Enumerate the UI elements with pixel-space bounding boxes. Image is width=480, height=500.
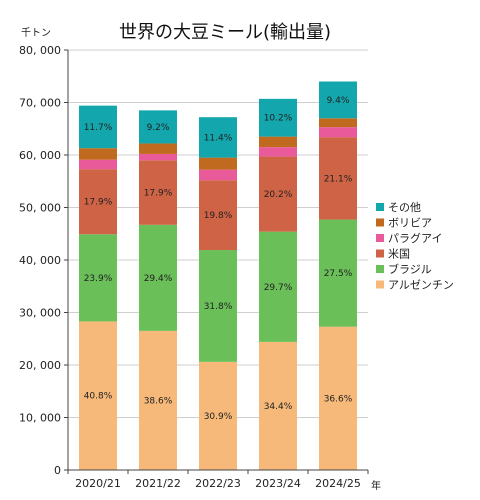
x-tick-label: 2020/21 [75,477,121,490]
data-label: 10.2% [264,114,293,124]
bar-segment [319,127,357,138]
data-label: 23.9% [84,274,113,284]
bar-segment [139,110,177,144]
x-tick-label: 2024/25 [315,477,361,490]
bar-segment [79,234,117,322]
legend-swatch [376,218,384,227]
data-label: 29.7% [264,283,293,293]
data-label: 31.8% [204,302,233,312]
data-label: 40.8% [84,392,113,402]
bar-segment [319,81,357,119]
legend-label: 米国 [388,248,410,261]
legend-label: その他 [388,201,421,214]
bar-segment [259,98,297,137]
bar-segment [139,143,177,154]
bar-segment [199,169,237,181]
bar-segment [319,137,357,220]
bar-segment [79,169,117,235]
bar-segment [199,157,237,170]
data-label: 38.6% [144,396,173,406]
x-axis-unit-label: 年 [371,479,381,492]
data-label: 9.4% [327,96,350,106]
bars: 40.8% 23.9% 17.9% 11.7% 38.6% 29.4% 17.9% 9.2% 3… [79,81,357,470]
y-tick-label: 0 [54,464,61,477]
bar-segment [79,321,117,470]
legend-label: ボリビア [388,217,432,230]
legend-swatch [376,249,384,258]
data-label: 21.1% [324,174,353,184]
legend-label: パラグアイ [388,231,442,245]
legend-swatch [376,280,384,289]
data-label: 17.9% [84,198,113,208]
bar-segment [139,153,177,161]
chart-title: 世界の大豆ミール(輸出量) [119,22,331,43]
data-label: 30.9% [204,412,233,422]
data-label: 11.4% [204,133,233,143]
x-tick-label: 2023/24 [255,477,301,490]
bar-segment [79,159,117,170]
legend-swatch [376,265,384,273]
bar-segment [199,117,237,158]
data-label: 11.7% [84,123,113,133]
data-label: 34.4% [264,402,293,412]
y-tick-label: 40, 000 [19,254,61,267]
bar-segment [259,231,297,342]
bar-segment [199,180,237,251]
bar-segment [79,148,117,160]
bar-segment [259,136,297,148]
axes: 0 10, 000 20, 000 30, 000 40, 000 50, 000 60, … [19,44,369,490]
bar-segment [259,147,297,157]
data-label: 9.2% [147,123,170,133]
data-label: 20.2% [264,190,293,200]
bar-segment [319,326,357,470]
bar-segment [199,250,237,362]
x-tick-label: 2022/23 [195,477,241,490]
y-tick-label: 70, 000 [19,97,61,110]
bar-segment [139,330,177,470]
data-label: 17.9% [144,189,173,199]
y-axis-unit-label: 千トン [21,27,51,39]
bar-segment [319,118,357,128]
legend-label: ブラジル [388,262,432,276]
data-label: 27.5% [324,269,353,279]
x-tick-label: 2021/22 [135,477,181,490]
bar-segment [259,341,297,470]
data-label: 29.4% [144,274,173,284]
bar-segment [139,224,177,331]
legend-swatch [376,234,384,242]
y-tick-label: 50, 000 [19,202,61,215]
bar-segment [259,156,297,232]
data-label: 19.8% [204,211,233,221]
bar-segment [319,219,357,327]
y-tick-label: 30, 000 [19,307,61,320]
legend-swatch [376,203,384,211]
bar-segment [199,361,237,470]
y-tick-label: 80, 000 [19,44,61,57]
legend-label: アルゼンチン [388,279,454,292]
y-tick-label: 20, 000 [19,359,61,372]
bar-segment [139,160,177,225]
bar-segment [79,105,117,149]
data-label: 36.6% [324,394,353,404]
y-tick-label: 10, 000 [19,412,61,425]
y-tick-label: 60, 000 [19,149,61,162]
